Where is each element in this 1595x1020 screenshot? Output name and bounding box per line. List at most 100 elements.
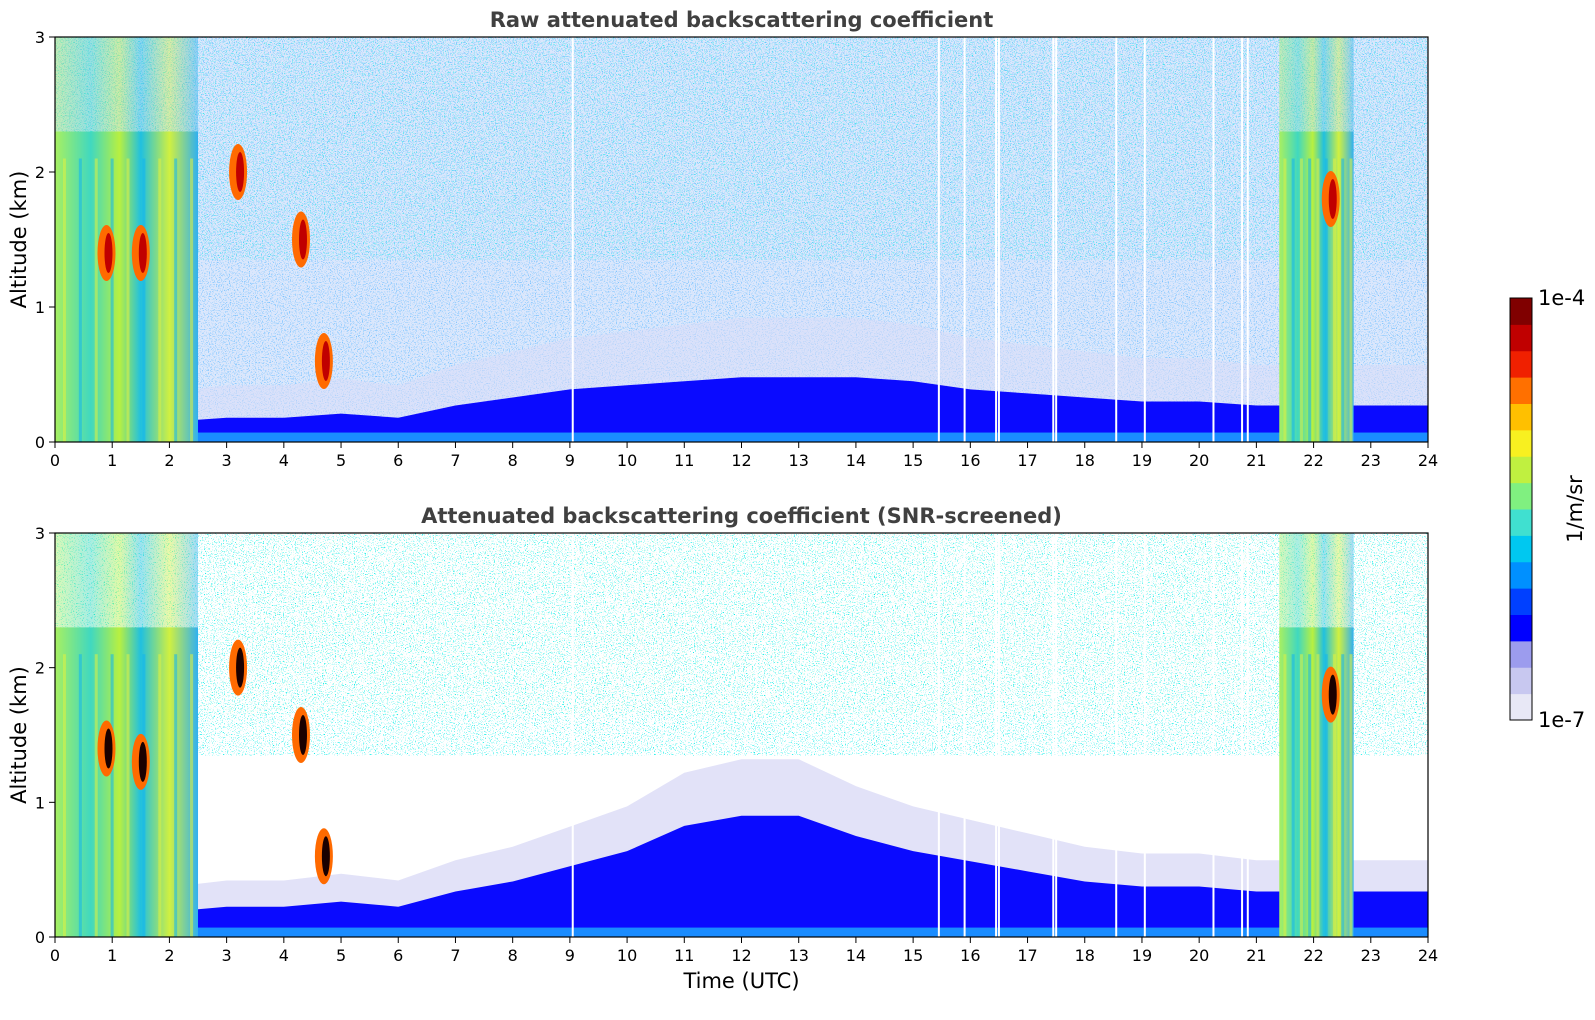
missing-profile: [963, 533, 966, 937]
colorbar-frame: [1509, 297, 1533, 721]
aerosol-streak: [1291, 654, 1295, 937]
y-tick-label: 3: [35, 28, 45, 47]
aerosol-column-top: [55, 533, 199, 628]
aerosol-streak: [1324, 654, 1328, 937]
aerosol-streak: [62, 158, 66, 442]
colorbar-segment: [1510, 509, 1532, 536]
missing-profile: [571, 37, 574, 442]
aerosol-streak: [110, 654, 114, 937]
missing-profile: [1055, 37, 1058, 442]
cloud-core: [104, 728, 113, 769]
missing-profile: [1115, 37, 1118, 442]
missing-profile: [937, 533, 940, 937]
x-tick-label: 6: [393, 946, 403, 965]
colorbar-segment: [1510, 298, 1532, 325]
panel-title: Attenuated backscattering coefficient (S…: [421, 504, 1062, 528]
y-axis-label: Altitude (km): [7, 666, 31, 804]
x-tick-label: 12: [731, 946, 751, 965]
x-tick-label: 3: [222, 451, 232, 470]
colorbar-segment: [1510, 456, 1532, 484]
x-tick-label: 9: [565, 451, 575, 470]
x-tick-label: 21: [1246, 451, 1266, 470]
x-tick-label: 2: [164, 946, 174, 965]
x-tick-label: 14: [846, 451, 866, 470]
x-tick-label: 6: [393, 451, 403, 470]
aerosol-streak: [126, 654, 130, 937]
aerosol-streak: [1291, 158, 1295, 442]
x-tick-label: 8: [508, 946, 518, 965]
aerosol-streak: [1283, 654, 1287, 937]
boundary-layer: [55, 377, 1428, 442]
cloud-core: [298, 715, 307, 755]
missing-profile: [571, 533, 574, 937]
cloud-core: [138, 233, 147, 273]
aerosol-streak: [158, 158, 162, 442]
missing-profile: [1212, 533, 1215, 937]
aerosol-streak: [1316, 654, 1320, 937]
aerosol-streak: [1308, 158, 1312, 442]
colorbar-segment: [1510, 377, 1532, 404]
x-tick-label: 21: [1246, 946, 1266, 965]
aerosol-streak: [1283, 158, 1287, 442]
x-tick-label: 15: [903, 451, 923, 470]
x-tick-label: 16: [960, 946, 980, 965]
x-tick-label: 4: [279, 946, 289, 965]
x-tick-label: 17: [1017, 946, 1037, 965]
colorbar-segment: [1510, 535, 1532, 563]
missing-profile: [963, 37, 966, 442]
y-tick-label: 0: [35, 433, 45, 452]
x-tick-label: 17: [1017, 451, 1037, 470]
x-tick-label: 23: [1361, 946, 1381, 965]
missing-profile: [1115, 533, 1118, 937]
x-tick-label: 22: [1303, 451, 1323, 470]
x-tick-label: 3: [222, 946, 232, 965]
colorbar-segment: [1510, 588, 1532, 615]
colorbar-segment: [1510, 429, 1532, 457]
x-tick-label: 4: [279, 451, 289, 470]
colorbar-segment: [1510, 350, 1532, 378]
aerosol-streak: [1308, 654, 1312, 937]
raw-backscatter-panel: Raw attenuated backscattering coefficien…: [7, 8, 1438, 470]
missing-profile: [995, 37, 998, 442]
surface-layer: [55, 927, 1428, 937]
cloud-core: [138, 741, 147, 782]
cloud-core: [236, 152, 245, 192]
boundary-layer: [55, 815, 1428, 937]
missing-profile: [1055, 533, 1058, 937]
missing-profile: [937, 37, 940, 442]
x-tick-label: 11: [674, 451, 694, 470]
aerosol-streak: [142, 158, 146, 442]
x-tick-label: 8: [508, 451, 518, 470]
x-tick-label: 13: [789, 451, 809, 470]
x-tick-label: 13: [789, 946, 809, 965]
screened-backscatter-panel: Attenuated backscattering coefficient (S…: [7, 504, 1438, 993]
y-tick-label: 1: [35, 793, 45, 812]
colorbar-segment: [1510, 693, 1532, 721]
heatmap-area: [55, 37, 1428, 442]
y-tick-label: 0: [35, 928, 45, 947]
x-tick-label: 20: [1189, 451, 1209, 470]
missing-profile: [1143, 533, 1146, 937]
x-tick-label: 10: [617, 946, 637, 965]
x-tick-label: 22: [1303, 946, 1323, 965]
missing-profile: [997, 37, 1000, 442]
missing-profile: [1052, 37, 1055, 442]
cloud-core: [1328, 179, 1337, 219]
x-tick-label: 19: [1132, 946, 1152, 965]
aerosol-column-top: [1279, 37, 1354, 132]
noise-speckle-upper: [55, 37, 1428, 260]
aerosol-streak: [1316, 158, 1320, 442]
colorbar-min-label: 1e-7: [1538, 708, 1585, 732]
panel-title: Raw attenuated backscattering coefficien…: [490, 8, 994, 32]
aerosol-streak: [1332, 654, 1336, 937]
missing-profile: [1241, 533, 1244, 937]
cloud-core: [1328, 674, 1337, 715]
x-axis-label: Time (UTC): [682, 969, 799, 993]
colorbar-segment: [1510, 324, 1532, 352]
colorbar-segment: [1510, 667, 1532, 695]
cloud-core: [321, 836, 330, 877]
aerosol-streak: [94, 158, 98, 442]
aerosol-streak: [78, 654, 82, 937]
aerosol-streak: [1349, 654, 1353, 937]
